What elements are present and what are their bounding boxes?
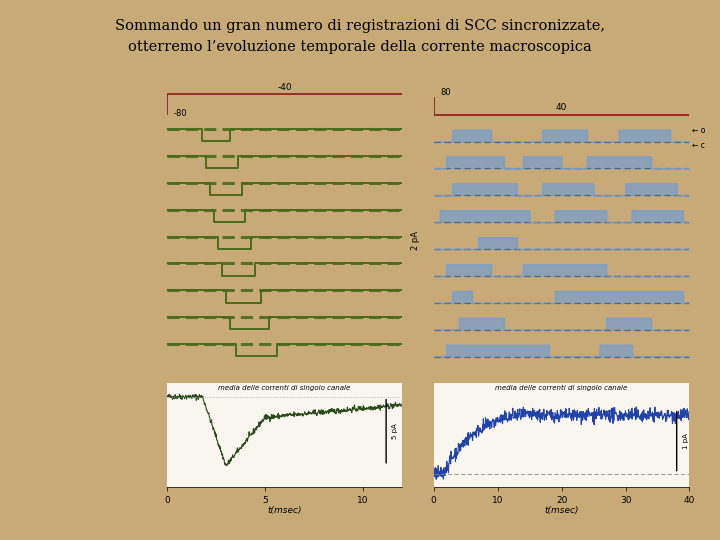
X-axis label: t(msec): t(msec) [267,506,302,515]
Text: media delle correnti di singolo canale: media delle correnti di singolo canale [495,385,628,391]
Text: ← c: ← c [692,141,704,150]
Text: 1 pA: 1 pA [683,433,689,449]
X-axis label: t(msec): t(msec) [544,506,579,515]
Text: -80: -80 [174,109,186,118]
Text: -40: -40 [277,83,292,92]
Text: 2 pA: 2 pA [411,231,420,250]
Text: 80: 80 [440,88,451,97]
Text: media delle correnti di singolo canale: media delle correnti di singolo canale [218,385,351,391]
Text: Sommando un gran numero di registrazioni di SCC sincronizzate,: Sommando un gran numero di registrazioni… [115,19,605,33]
Text: 40: 40 [556,104,567,112]
Text: 5 pA: 5 pA [392,423,398,439]
Text: otterremo l’evoluzione temporale della corrente macroscopica: otterremo l’evoluzione temporale della c… [128,40,592,55]
Text: ← o: ← o [692,126,705,134]
